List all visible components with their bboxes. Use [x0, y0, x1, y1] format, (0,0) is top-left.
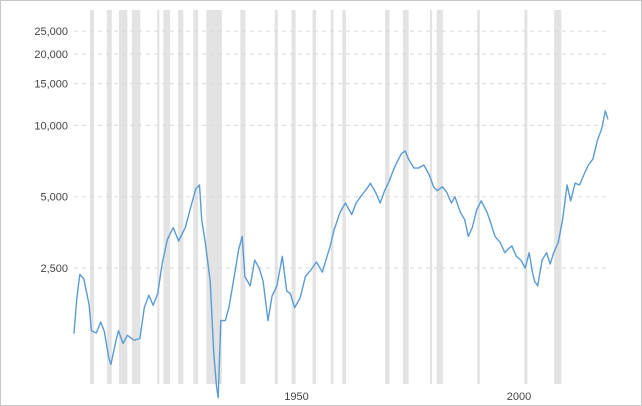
- y-tick-label: 25,000: [34, 26, 68, 38]
- recession-band: [477, 10, 480, 384]
- grid-lines: [74, 30, 606, 269]
- recession-band: [436, 10, 443, 384]
- recession-band: [157, 10, 160, 384]
- recession-band: [342, 10, 346, 384]
- y-tick-label: 5,000: [40, 192, 68, 204]
- x-tick-label: 2000: [507, 391, 531, 403]
- y-axis: 2,500 5,000 10,000 15,000 20,000 25,000: [34, 26, 68, 275]
- series-line: [73, 110, 609, 399]
- y-tick-label: 20,000: [34, 49, 68, 61]
- y-tick-label: 15,000: [34, 79, 68, 91]
- recession-band: [163, 10, 171, 384]
- y-tick-label: 10,000: [34, 120, 68, 132]
- x-axis: 1950 2000: [284, 391, 531, 403]
- recession-band: [131, 10, 141, 384]
- recession-band: [430, 10, 433, 384]
- y-tick-label: 2,500: [40, 263, 68, 275]
- series-layer: [73, 110, 609, 399]
- x-tick-label: 1950: [284, 391, 308, 403]
